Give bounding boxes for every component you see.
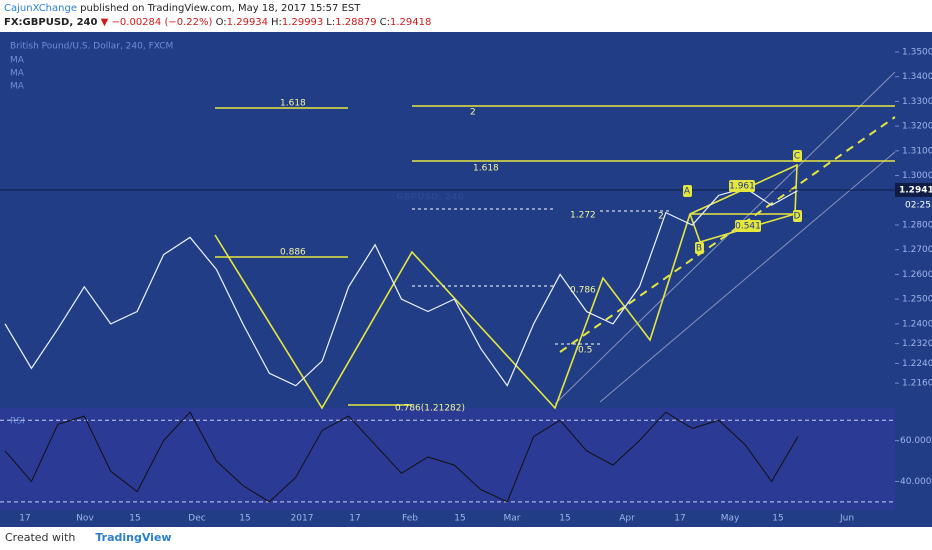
label-box (735, 220, 761, 232)
ohlc-value: 1.29934 (226, 17, 269, 28)
study: MA (10, 69, 25, 79)
watermark: GBPUSD, 240 (396, 193, 463, 203)
footer-prefix: Created with (5, 531, 76, 544)
rsi-tick-label: 60.0000 (900, 436, 932, 446)
time-label: 15 (559, 514, 570, 524)
author[interactable]: CajunXChange (4, 3, 77, 14)
label-box (683, 185, 692, 197)
price-tick-label: 1.28000 (902, 221, 932, 231)
annotation: 0.541 (735, 222, 761, 232)
header: CajunXChange published on TradingView.co… (0, 0, 932, 32)
time-axis (0, 510, 932, 527)
time-label: 17 (349, 514, 360, 524)
price-pane (0, 32, 932, 408)
price-tick-label: 1.22400 (902, 359, 932, 369)
annotation: 2 (470, 108, 476, 118)
time-label: Nov (76, 514, 94, 524)
price-tick-label: 1.33000 (902, 97, 932, 107)
rsi-tick-label: 40.0000 (900, 477, 932, 487)
mid-line (559, 116, 896, 353)
annotation: 0.786 (570, 286, 596, 296)
symbol: FX:GBPUSD, 240 (4, 17, 98, 28)
time-label: 15 (129, 514, 140, 524)
time-label: 15 (772, 514, 783, 524)
label-box (695, 242, 704, 254)
channel (554, 71, 896, 405)
ohlc-label: H: (271, 17, 282, 28)
last-price-box (895, 182, 932, 197)
published: published on TradingView.com, May 18, 20… (80, 3, 361, 14)
ohlc: O:1.29934 H:1.29993 L:1.28879 C:1.29418 (216, 17, 435, 28)
rsi-title: RSI (10, 417, 25, 427)
time-label: 15 (239, 514, 250, 524)
price-tick-label: 1.25000 (902, 295, 932, 305)
label-box (793, 150, 802, 162)
rsi-line (4, 411, 799, 503)
label-box (793, 210, 802, 222)
time-label: 17 (19, 514, 30, 524)
annotation: 0.886 (280, 248, 306, 258)
annotation: A (684, 187, 691, 197)
time-label: 17 (674, 514, 685, 524)
change: ▼ −0.00284 (−0.22%) (100, 17, 213, 28)
label-box (729, 180, 755, 192)
price-tick-label: 1.31000 (902, 146, 932, 156)
ohlc-label: O: (215, 17, 227, 28)
annotation: C (794, 152, 800, 162)
price-tick-label: 1.27000 (902, 245, 932, 255)
study: MA (10, 82, 25, 92)
study: MA (10, 56, 25, 66)
plot (4, 187, 799, 387)
rsi-axis (895, 408, 932, 510)
countdown: 02:25 (905, 200, 931, 210)
price-tick-label: 1.26000 (902, 270, 932, 280)
price-tick-label: 1.21600 (902, 379, 932, 389)
annotation: 1.618 (280, 99, 306, 109)
price-line (4, 187, 799, 387)
time-label: Mar (504, 514, 521, 524)
ohlc-value: 1.29418 (389, 17, 432, 28)
time-label: Apr (619, 514, 635, 524)
last-price-label: 1.29418 (899, 185, 932, 195)
time-label: 2017 (291, 514, 314, 524)
time-label: Jun (839, 514, 854, 524)
price-tick-label: 1.30000 (902, 171, 932, 181)
rsi-pane (0, 408, 895, 510)
time-label: Dec (188, 514, 205, 524)
price-tick-label: 1.23200 (902, 339, 932, 349)
price-tick-label: 1.32000 (902, 122, 932, 132)
annotation: B (696, 244, 702, 254)
footer: Created with TradingView (0, 527, 932, 550)
annotation: 0.786(1.21282) (395, 404, 465, 414)
chart-title: British Pound/U.S. Dollar, 240, FXCM (10, 42, 173, 52)
ohlc-value: 1.29993 (281, 17, 324, 28)
annotation: 1.618 (473, 164, 499, 174)
time-label: May (721, 514, 740, 524)
price-tick-label: 1.34000 (902, 72, 932, 82)
time-label: Feb (402, 514, 418, 524)
annotation: 1.961 (729, 182, 755, 192)
chart: GBPUSD, 240 British Pound/U.S. Dollar, 2… (0, 32, 932, 527)
annotation: 0.5 (578, 346, 592, 356)
annotation: D (794, 212, 801, 222)
ohlc-label: L: (326, 17, 336, 28)
annotation: 2 (658, 212, 664, 222)
levels (412, 208, 670, 345)
time-label: 15 (454, 514, 465, 524)
price-tick-label: 1.24000 (902, 319, 932, 329)
ohlc-label: C: (379, 17, 390, 28)
annotation: 1.272 (570, 211, 596, 221)
price-tick-label: 1.35000 (902, 48, 932, 58)
brand[interactable]: TradingView (95, 531, 172, 544)
ohlc-value: 1.28879 (335, 17, 377, 28)
